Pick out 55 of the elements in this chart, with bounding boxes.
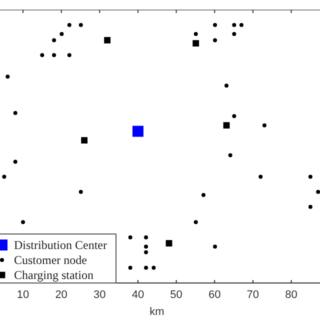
point (13, 110, 18, 115)
point (144, 235, 148, 240)
point (52, 38, 56, 42)
point (144, 266, 148, 270)
point (132, 126, 144, 137)
x-tick-label: 60 (208, 289, 221, 301)
point (40, 53, 44, 58)
legend-label: Distribution Center (14, 238, 107, 252)
point (316, 190, 320, 194)
x-tick-label: 10 (16, 289, 30, 301)
x-tick-label: 20 (55, 289, 68, 301)
point (194, 32, 198, 36)
point (262, 123, 266, 128)
point (224, 84, 228, 88)
point (67, 23, 72, 27)
point (144, 250, 148, 254)
point (212, 38, 217, 42)
point (308, 204, 312, 209)
point (104, 37, 111, 44)
point (192, 40, 200, 47)
point (60, 32, 64, 36)
x-tick-label: 30 (94, 289, 106, 301)
point (239, 23, 244, 27)
point (232, 114, 236, 118)
legend-label: Charging station (14, 268, 94, 282)
point (152, 266, 156, 270)
point (81, 137, 88, 144)
point (78, 23, 83, 27)
x-tick-label: 40 (132, 289, 144, 301)
legend-label: Customer node (14, 253, 87, 267)
point (308, 174, 312, 179)
point (201, 193, 206, 198)
point (166, 240, 172, 246)
point (52, 53, 56, 58)
point (228, 153, 232, 158)
point (20, 220, 25, 224)
point (223, 122, 230, 129)
point (194, 220, 198, 224)
point (144, 244, 148, 249)
point (232, 32, 236, 36)
x-tick-label: 80 (285, 289, 298, 301)
point (212, 244, 217, 249)
x-tick-label: 70 (246, 289, 260, 301)
point (212, 23, 217, 27)
point (13, 160, 18, 164)
point (6, 74, 10, 79)
x-axis-title: km (150, 306, 164, 318)
point (128, 235, 132, 240)
point (2, 174, 6, 179)
x-tick-label: 50 (170, 289, 182, 301)
point (128, 266, 132, 270)
point (78, 190, 83, 194)
point (258, 174, 263, 179)
point (67, 53, 72, 58)
point (232, 23, 236, 27)
